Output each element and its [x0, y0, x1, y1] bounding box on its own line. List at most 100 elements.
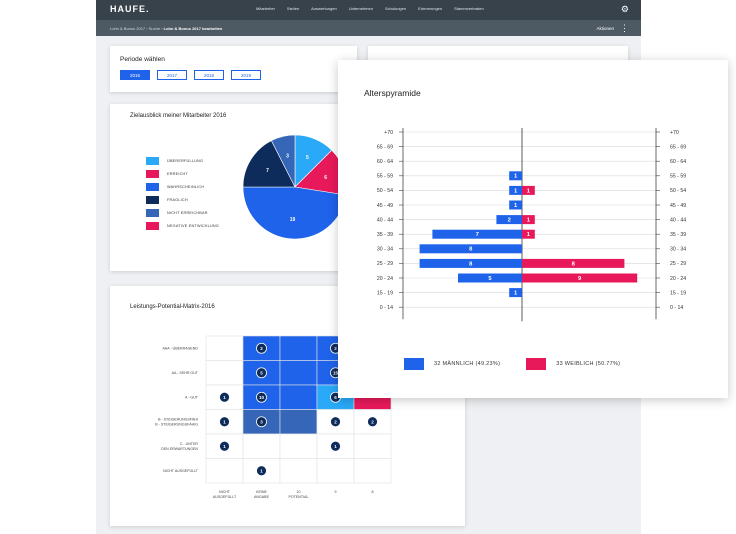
- matrix-col-label: POTENTIAL: [289, 495, 309, 499]
- year-button-2017[interactable]: 2017: [157, 70, 187, 80]
- pyramid-bar-label: 5: [488, 276, 492, 282]
- pyramid-left-label: 50 - 54: [377, 188, 393, 194]
- pie-slice-label: 5: [306, 155, 309, 161]
- goals-title: Zielausblick meiner Mitarbeiter 2016: [130, 113, 227, 119]
- pyramid-right-label: 30 - 34: [670, 247, 686, 253]
- matrix-count-badge: [330, 416, 341, 428]
- age-pyramid-card: Alterspyramide +70 +70 65 - 69 65 - 69 60 - …: [338, 60, 728, 398]
- matrix-count-label: 3: [260, 419, 263, 424]
- pyramid-title: Alterspyramide: [364, 88, 421, 98]
- matrix-count-badge: [330, 440, 341, 452]
- pyramid-left-label: 55 - 59: [377, 174, 393, 180]
- legend-item: ERREICHT: [146, 167, 219, 180]
- nav-item-stammverbraten[interactable]: Stammverbraten: [454, 6, 484, 11]
- pyramid-left-label: 15 - 19: [377, 290, 393, 296]
- pyramid-left-label: 35 - 39: [377, 232, 393, 238]
- legend-male-label: 32 MÄNNLICH (49.23%): [434, 361, 501, 367]
- pyramid-bar-male: [496, 215, 522, 225]
- pyramid-bar-label: 2: [508, 218, 511, 224]
- legend-swatch: [146, 221, 159, 230]
- goals-card: Zielausblick meiner Mitarbeiter 2016 ÜBE…: [110, 104, 357, 271]
- pyramid-left-label: 40 - 44: [377, 217, 393, 223]
- pyramid-bar-male: [509, 185, 522, 195]
- legend-male-swatch: [404, 358, 424, 370]
- matrix-row-label: DEN ERWARTUNGEN: [161, 447, 198, 451]
- pyramid-bar-male: [419, 244, 522, 254]
- pyramid-bar-female: [522, 273, 638, 283]
- breadcrumb-current: Lohn & Bonus 2017 bearbeiten: [163, 26, 223, 31]
- main-nav: Mitarbeiter Stellen Auswertungen Unterne…: [256, 6, 484, 11]
- matrix-count-label: 2: [334, 346, 337, 351]
- nav-item-unternehmen[interactable]: Unternehmen: [348, 6, 373, 11]
- legend-item: NEGATIVE ENTWICKLUNG: [146, 219, 219, 232]
- legend-item: FRAGLICH: [146, 193, 219, 206]
- legend-label: NICHT ERREICHBAR: [167, 210, 208, 215]
- legend-swatch: [146, 195, 159, 204]
- gear-icon[interactable]: ⚙: [620, 4, 629, 14]
- legend-female-label: 33 WEIBLICH (50.77%): [556, 361, 621, 367]
- legend-male: 32 MÄNNLICH (49.23%): [404, 358, 500, 370]
- matrix-cell: [205, 360, 244, 386]
- nav-item-schulungen[interactable]: Schulungen: [384, 6, 407, 11]
- pyramid-bar-label: 1: [514, 291, 518, 297]
- matrix-col-label: KEINE: [256, 490, 267, 494]
- more-vertical-icon[interactable]: ⋮: [620, 23, 629, 33]
- breadcrumb-separator: ›: [161, 26, 164, 31]
- year-button-2016[interactable]: 2016: [120, 70, 150, 80]
- nav-item-auswertungen[interactable]: Auswertungen: [311, 6, 337, 11]
- age-pyramid-chart: +70 +70 65 - 69 65 - 69 60 - 64 60 - 64 55 - 5…: [377, 128, 686, 322]
- year-button-2019[interactable]: 2019: [231, 70, 261, 80]
- actions-label[interactable]: Aktionen: [596, 25, 614, 31]
- breadcrumb-bar: Lohn & Bonus 2017 › Suche › Lohn & Bonus…: [96, 20, 641, 36]
- pyramid-left-label: 30 - 34: [377, 247, 393, 253]
- matrix-row-label: NICHT AUSGEFÜLLT: [163, 469, 199, 473]
- pyramid-legend: 32 MÄNNLICH (49.23%) 33 WEIBLICH (50.77%…: [404, 358, 620, 370]
- matrix-cell: [242, 433, 281, 459]
- matrix-col-label: 9: [335, 490, 337, 494]
- nav-item-mitarbeiter[interactable]: Mitarbeiter: [256, 6, 275, 11]
- top-navigation-bar: HAUFE. Mitarbeiter Stellen Auswertungen …: [96, 0, 641, 20]
- pie-slice-label: 19: [290, 217, 296, 223]
- breadcrumb-item-1[interactable]: Lohn & Bonus 2017: [110, 26, 146, 31]
- pyramid-bar-label: 8: [469, 261, 473, 267]
- pyramid-bar-label: 8: [572, 261, 576, 267]
- legend-item: WAHRSCHEINLICH: [146, 180, 219, 193]
- matrix-cell: [279, 335, 318, 361]
- year-button-2018[interactable]: 2018: [194, 70, 224, 80]
- pyramid-left-label: 65 - 69: [377, 144, 393, 150]
- pyramid-bar-label: 1: [527, 188, 531, 194]
- matrix-count-label: 15: [333, 370, 339, 375]
- breadcrumb: Lohn & Bonus 2017 › Suche › Lohn & Bonus…: [110, 26, 222, 31]
- matrix-cell: [279, 433, 318, 459]
- pyramid-bar-label: 1: [514, 174, 518, 180]
- actions-menu[interactable]: Aktionen ⋮: [596, 23, 629, 33]
- breadcrumb-item-2[interactable]: Suche: [148, 26, 161, 31]
- legend-female: 33 WEIBLICH (50.77%): [526, 358, 620, 370]
- matrix-count-badge: [256, 416, 267, 428]
- matrix-count-label: 6: [334, 395, 337, 400]
- pyramid-bar-label: 9: [578, 276, 582, 282]
- pyramid-left-label: +70: [384, 130, 393, 136]
- legend-swatch: [146, 208, 159, 217]
- haufe-logo[interactable]: HAUFE.: [110, 4, 150, 14]
- legend-swatch: [146, 169, 159, 178]
- matrix-row-label: B - STEIGERUNGSFÄHIG: [155, 423, 198, 427]
- year-selector: 2016 2017 2018 2019: [120, 70, 261, 80]
- matrix-col-label: 8: [372, 490, 374, 494]
- pyramid-right-label: 20 - 24: [670, 276, 686, 282]
- goals-pie-chart: 5 6 19 7 3: [242, 134, 348, 240]
- matrix-count-label: 1: [334, 444, 337, 449]
- pyramid-bar-male: [419, 258, 522, 268]
- nav-item-stellen[interactable]: Stellen: [286, 6, 300, 11]
- period-title: Periode wählen: [120, 56, 165, 63]
- nav-item-erinnerungen[interactable]: Erinnerungen: [418, 6, 443, 11]
- matrix-row-label: AA - SEHR GUT: [172, 371, 199, 375]
- pyramid-bar-label: 8: [469, 247, 473, 253]
- pyramid-bar-male: [509, 288, 522, 298]
- pyramid-bar-female: [522, 258, 625, 268]
- matrix-col-label: AUSGEFÜLLT: [213, 495, 237, 499]
- matrix-count-label: 1: [223, 395, 226, 400]
- matrix-cell: [353, 458, 392, 484]
- pie-slice: [270, 134, 296, 188]
- pyramid-right-label: 45 - 49: [670, 203, 686, 209]
